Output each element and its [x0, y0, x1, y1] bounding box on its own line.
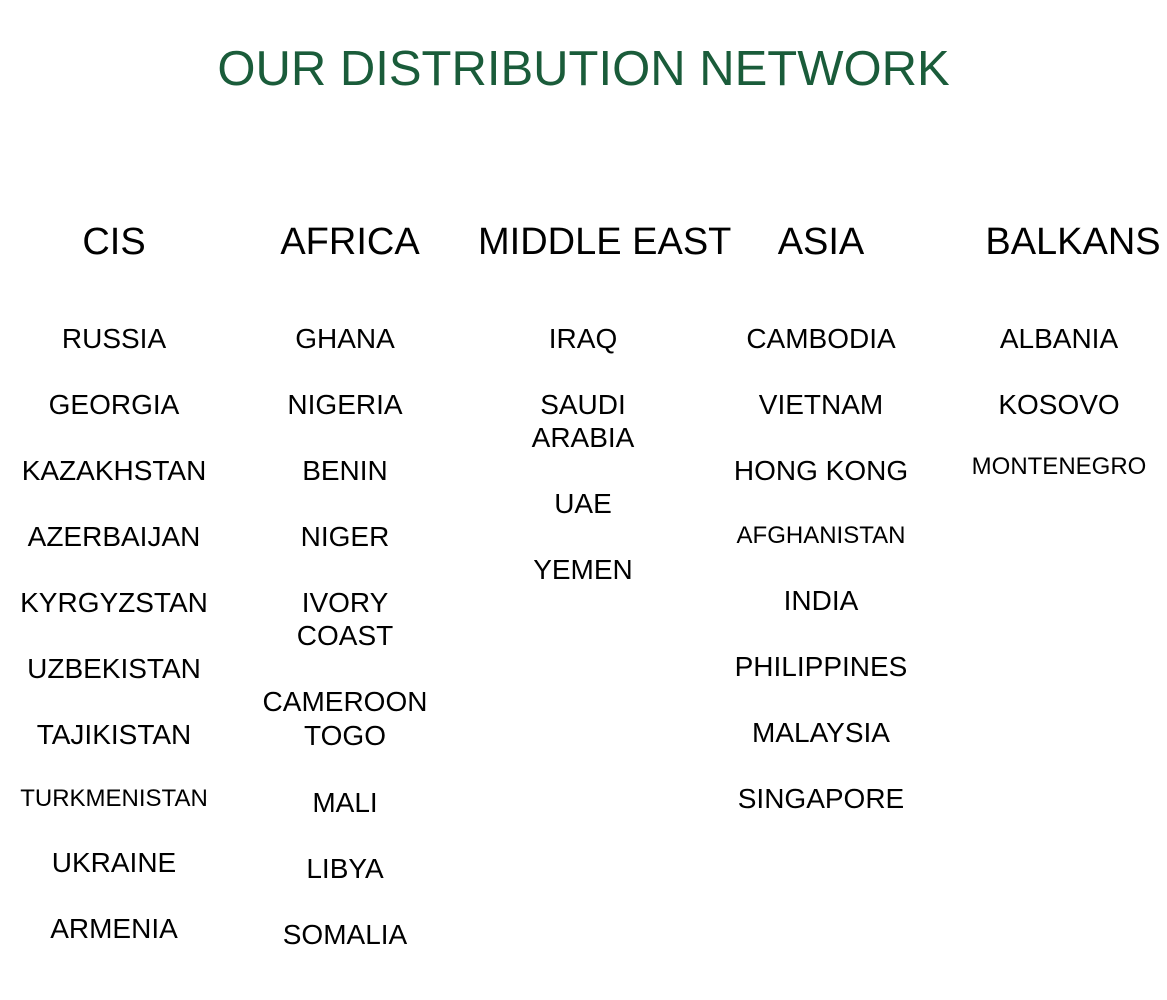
country-mali: MALI: [312, 787, 378, 818]
country-benin: BENIN: [302, 455, 388, 486]
page-title: OUR DISTRIBUTION NETWORK: [217, 42, 950, 96]
country-ghana: GHANA: [295, 323, 395, 354]
region-heading-africa: AFRICA: [280, 221, 420, 263]
country-azerbaijan: AZERBAIJAN: [27, 521, 201, 552]
country-kosovo: KOSOVO: [998, 389, 1120, 420]
country-afghanistan: AFGHANISTAN: [736, 522, 906, 549]
region-heading-asia: ASIA: [777, 221, 865, 263]
region-column-balkans: BALKANS ALBANIA KOSOVO MONTENEGRO: [968, 0, 1161, 1000]
country-india: INDIA: [783, 585, 859, 616]
country-uzbekistan: UZBEKISTAN: [27, 653, 201, 684]
region-column-middle-east: MIDDLE EAST IRAQ SAUDI ARABIA UAE YEMEN: [478, 0, 731, 1000]
country-cambodia: CAMBODIA: [746, 323, 896, 354]
country-togo: TOGO: [304, 720, 386, 751]
country-turkmenistan: TURKMENISTAN: [20, 785, 208, 812]
region-heading-cis: CIS: [82, 221, 146, 263]
country-malaysia: MALAYSIA: [752, 717, 890, 748]
region-heading-balkans: BALKANS: [985, 221, 1161, 263]
country-vietnam: VIETNAM: [758, 389, 884, 420]
country-singapore: SINGAPORE: [737, 783, 905, 814]
country-libya: LIBYA: [306, 853, 384, 884]
country-yemen: YEMEN: [533, 554, 633, 585]
country-ukraine: UKRAINE: [51, 847, 177, 878]
country-somalia: SOMALIA: [282, 919, 408, 950]
region-heading-middle-east: MIDDLE EAST: [478, 221, 732, 263]
country-hong-kong: HONG KONG: [733, 455, 909, 486]
country-iraq: IRAQ: [548, 323, 618, 354]
country-kyrgyzstan: KYRGYZSTAN: [20, 587, 208, 618]
country-saudi-arabia: SAUDI ARABIA: [531, 389, 635, 453]
country-uae: UAE: [554, 488, 612, 519]
region-column-asia: ASIA CAMBODIA VIETNAM HONG KONG AFGHANIS…: [720, 0, 922, 1000]
country-russia: RUSSIA: [61, 323, 167, 354]
region-column-africa: AFRICA GHANA NIGERIA BENIN NIGER IVORY C…: [250, 0, 440, 1000]
country-philippines: PHILIPPINES: [734, 651, 908, 682]
country-georgia: GEORGIA: [48, 389, 180, 420]
country-cameroon: CAMEROON: [262, 686, 428, 717]
country-ivory-coast: IVORY COAST: [296, 587, 394, 651]
country-montenegro: MONTENEGRO: [971, 453, 1147, 480]
country-niger: NIGER: [300, 521, 390, 552]
country-kazakhstan: KAZAKHSTAN: [21, 455, 207, 486]
region-column-cis: CIS RUSSIA GEORGIA KAZAKHSTAN AZERBAIJAN…: [14, 0, 214, 1000]
country-tajikistan: TAJIKISTAN: [36, 719, 192, 750]
country-albania: ALBANIA: [999, 323, 1119, 354]
country-nigeria: NIGERIA: [287, 389, 403, 420]
country-armenia: ARMENIA: [50, 913, 178, 944]
